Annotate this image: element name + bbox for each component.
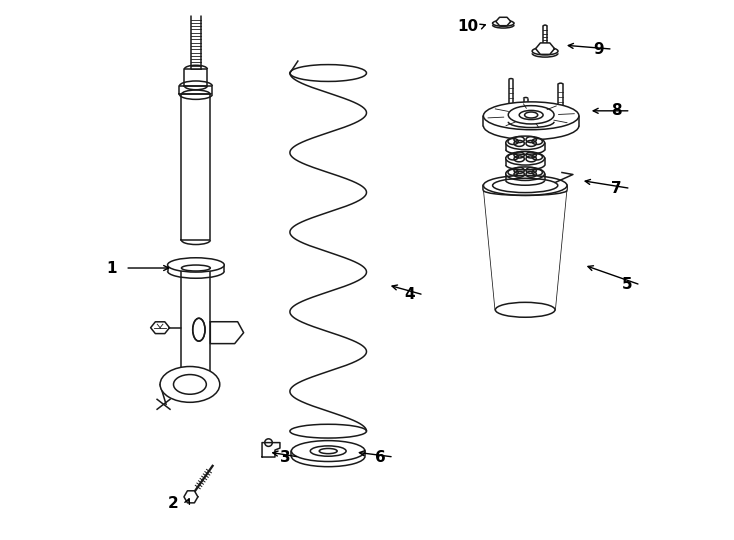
- Text: 10: 10: [457, 19, 478, 34]
- Ellipse shape: [484, 102, 579, 130]
- Ellipse shape: [291, 441, 365, 462]
- Text: 9: 9: [594, 42, 604, 57]
- Text: 7: 7: [611, 181, 622, 196]
- Polygon shape: [180, 86, 212, 94]
- Polygon shape: [536, 43, 554, 55]
- Polygon shape: [496, 17, 511, 26]
- Polygon shape: [262, 443, 280, 457]
- Ellipse shape: [167, 258, 225, 272]
- Ellipse shape: [506, 136, 545, 150]
- Ellipse shape: [519, 110, 543, 119]
- Ellipse shape: [506, 167, 545, 180]
- Polygon shape: [181, 94, 211, 240]
- Polygon shape: [150, 322, 170, 334]
- Ellipse shape: [493, 21, 514, 26]
- Text: 4: 4: [404, 287, 415, 302]
- Polygon shape: [181, 268, 211, 377]
- Ellipse shape: [193, 318, 205, 341]
- Polygon shape: [184, 491, 198, 503]
- Text: 5: 5: [622, 278, 632, 293]
- Polygon shape: [184, 69, 207, 86]
- Text: 6: 6: [374, 449, 385, 464]
- Text: 1: 1: [106, 260, 117, 275]
- Ellipse shape: [508, 106, 554, 124]
- Polygon shape: [484, 185, 567, 310]
- Polygon shape: [211, 322, 244, 343]
- Ellipse shape: [506, 152, 545, 165]
- Text: 3: 3: [280, 449, 291, 464]
- Ellipse shape: [495, 302, 555, 318]
- Ellipse shape: [532, 48, 558, 55]
- Text: 2: 2: [167, 496, 178, 511]
- Text: 8: 8: [611, 103, 622, 118]
- Ellipse shape: [310, 446, 346, 456]
- Ellipse shape: [160, 367, 219, 402]
